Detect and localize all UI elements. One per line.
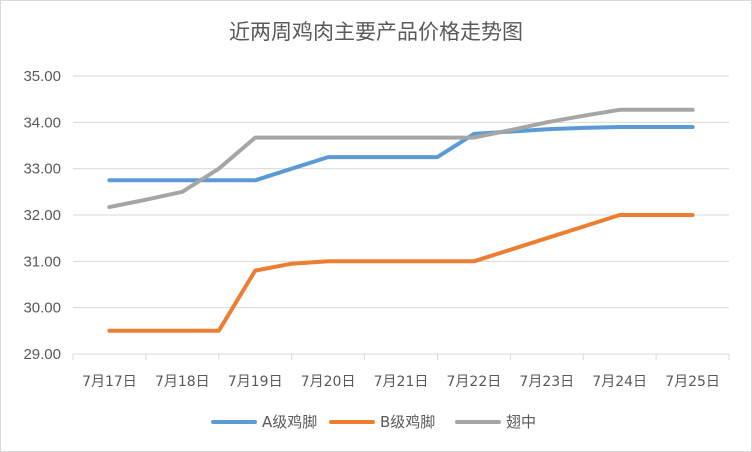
y-tick-label: 35.00: [23, 68, 61, 85]
x-tick-label: 7月18日: [155, 374, 210, 390]
y-tick-label: 34.00: [23, 114, 61, 131]
series-lines: [107, 107, 695, 333]
x-tick-label: 7月25日: [665, 374, 720, 390]
x-tick-label: 7月24日: [592, 374, 647, 390]
y-tick-label: 33.00: [23, 161, 61, 178]
x-tick-label: 7月23日: [519, 374, 574, 390]
x-tick-label: 7月19日: [228, 374, 283, 390]
y-tick-label: 31.00: [23, 253, 61, 270]
y-axis-ticks: 29.00 30.00 31.00 32.00 33.00 34.00 35.00: [23, 68, 61, 363]
y-tick-label: 32.00: [23, 207, 61, 224]
legend-label: B级鸡脚: [380, 413, 435, 431]
x-tick-label: 7月22日: [447, 374, 502, 390]
x-tick-label: 7月17日: [82, 374, 137, 390]
x-axis: [72, 353, 730, 360]
legend-label: 翅中: [506, 413, 536, 431]
x-tick-label: 7月21日: [374, 374, 429, 390]
series-line-2: [107, 107, 695, 210]
y-tick-label: 29.00: [23, 346, 61, 363]
y-tick-label: 30.00: [23, 300, 61, 317]
chart-title: 近两周鸡肉主要产品价格走势图: [229, 20, 523, 44]
series-line-1: [107, 213, 695, 333]
legend: A级鸡脚 B级鸡脚 翅中: [211, 413, 536, 431]
x-tick-label: 7月20日: [301, 374, 356, 390]
x-axis-ticks: 7月17日 7月18日 7月19日 7月20日 7月21日 7月22日 7月23日 7月24日…: [82, 374, 720, 390]
series-line-0: [107, 125, 695, 183]
gridlines: [73, 75, 729, 309]
legend-label: A级鸡脚: [262, 413, 317, 431]
